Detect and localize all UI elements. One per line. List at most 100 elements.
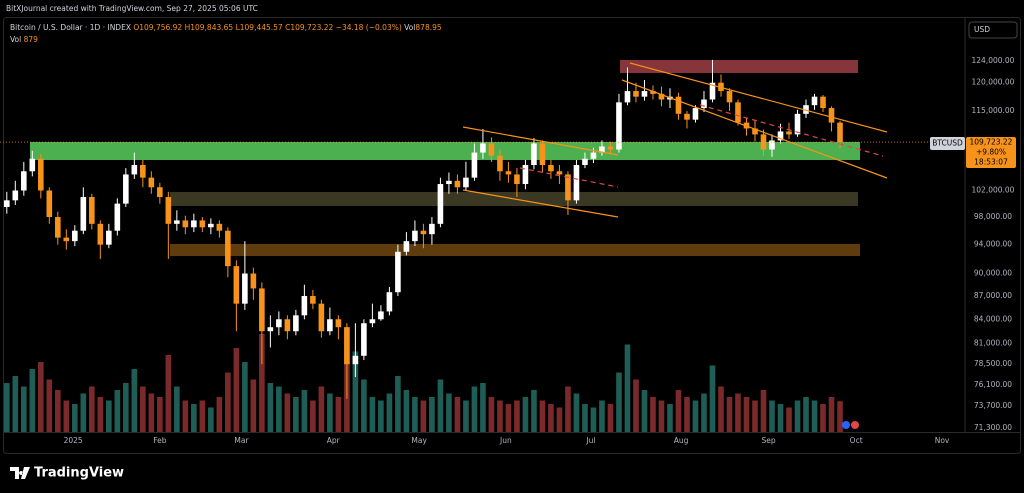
candle-body [89,197,95,224]
change: −34.18 (−0.03%) [336,23,402,32]
candle-body [573,164,580,201]
candle-body [174,220,180,224]
candle-body [29,158,36,172]
y-tick-label: 98,000.00 [974,212,1012,221]
candle-body [539,143,546,165]
ohlc-high: H109,843.65 [185,23,234,32]
volume-bar [310,400,316,432]
volume-bar [828,397,835,432]
volume-bar [769,400,775,432]
volume-bar [446,393,452,432]
candle-body [454,180,461,188]
x-tick-label: Oct [850,436,863,445]
candle-body [123,174,129,204]
x-tick-label: Feb [153,436,167,445]
logo-icon [10,467,30,479]
resistance-zone [620,60,858,73]
candle-body [837,122,843,143]
y-tick-label: 71,300.00 [974,423,1012,432]
candle-body [760,134,767,150]
currency-button[interactable] [968,21,1018,39]
channel-line [629,62,888,133]
volume-bar [106,400,112,432]
candle-body [46,190,53,218]
candle-body [301,295,308,316]
candle-body [148,177,155,188]
candle-body [242,273,248,304]
volume-bar [675,390,682,432]
candle-body [463,177,469,188]
volume-bar [522,397,529,432]
volume-bar [701,393,707,432]
volume-bar [412,397,418,432]
volume-bar [624,344,631,432]
event-icon[interactable] [851,421,859,429]
x-tick-label: Apr [327,436,341,445]
volume-bar [726,397,733,432]
brand: TradingView [34,466,124,481]
volume-bar [29,369,36,432]
volume-bar [803,397,809,432]
candle-body [114,203,121,231]
volume-bar [463,400,469,432]
candle-body [488,143,495,156]
candle-body [616,102,622,150]
candle-body [522,164,529,185]
volume-bar [165,355,172,432]
volume-bar [191,404,197,432]
candle-body [735,102,741,123]
brand-logo: TradingView [10,466,124,481]
candle-body [607,146,614,150]
ohlc-close: C109,723.22 [285,23,333,32]
candle-body [276,319,282,328]
candle-body [752,128,758,135]
candle-body [505,171,512,175]
volume-bar [480,383,486,432]
candle-body [131,164,138,175]
channel-line [462,126,619,156]
y-tick-label: 84,000.00 [974,314,1012,323]
candle-body [80,197,87,231]
ohlc-low: L109,445.57 [236,23,283,32]
volume-bar [633,379,639,432]
candle-body [803,105,809,114]
volume-bar [786,407,792,432]
volume-bar [327,393,333,432]
candle-body [284,319,291,332]
volume-bar [777,404,784,432]
ohlc-open: O109,756.92 [133,23,182,32]
candle-body [446,180,452,185]
demand-zone [170,244,860,256]
candle-body [395,251,401,293]
volume-bar [72,404,78,432]
volume-bar [55,390,61,432]
volume-last: 879 [24,35,39,44]
volume-bar [752,400,758,432]
candle-body [38,158,44,191]
volume-bar [199,400,206,432]
candle-body [216,223,223,231]
candle-body [63,237,70,242]
candle-body [599,146,605,153]
candle-body [658,93,665,100]
volume-bar [403,390,410,432]
volume-bar [80,393,87,432]
candle-body [378,311,384,320]
candle-body [352,355,359,365]
candle-body [344,327,350,365]
candle-body [590,152,597,159]
candle-body [548,164,554,172]
volume-bar [123,383,129,432]
event-icon[interactable] [842,421,850,429]
volume-bar [616,372,622,432]
volume-bar [140,386,146,432]
credit: BitXJournal created with TradingView.com… [6,4,258,13]
volume-bar [225,372,231,432]
candle-body [21,171,27,191]
x-tick-label: Mar [234,436,249,445]
volume-bar [837,401,843,432]
candle-body [429,223,435,235]
candle-body [811,96,818,106]
candle-body [165,197,172,224]
volume-bar [582,404,588,432]
